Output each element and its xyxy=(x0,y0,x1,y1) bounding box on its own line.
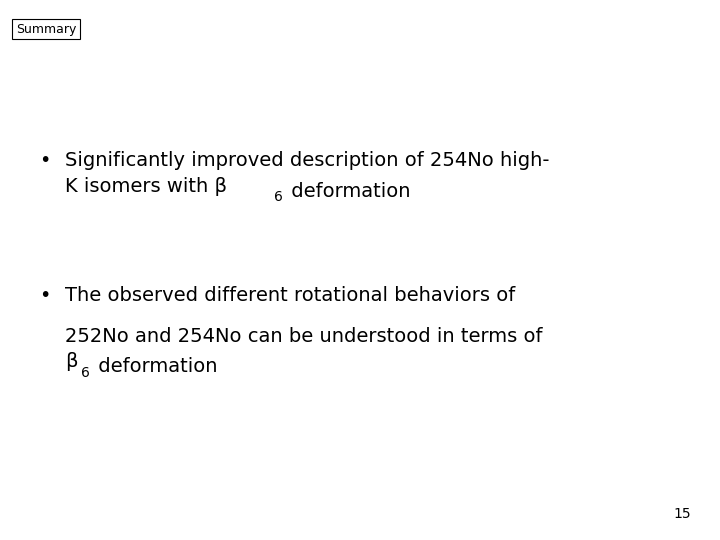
Text: 15: 15 xyxy=(674,507,691,521)
Text: Summary: Summary xyxy=(16,23,76,36)
Text: 252No and 254No can be understood in terms of: 252No and 254No can be understood in ter… xyxy=(65,327,542,346)
Text: β: β xyxy=(65,352,77,371)
Text: •: • xyxy=(40,286,51,305)
Text: deformation: deformation xyxy=(285,182,411,201)
Text: 6: 6 xyxy=(274,190,283,204)
Text: Significantly improved description of 254No high-: Significantly improved description of 25… xyxy=(65,151,549,170)
Text: deformation: deformation xyxy=(92,357,218,376)
Text: 6: 6 xyxy=(81,366,90,380)
Text: •: • xyxy=(40,151,51,170)
Text: K isomers with β: K isomers with β xyxy=(65,177,227,195)
Text: The observed different rotational behaviors of: The observed different rotational behavi… xyxy=(65,286,515,305)
